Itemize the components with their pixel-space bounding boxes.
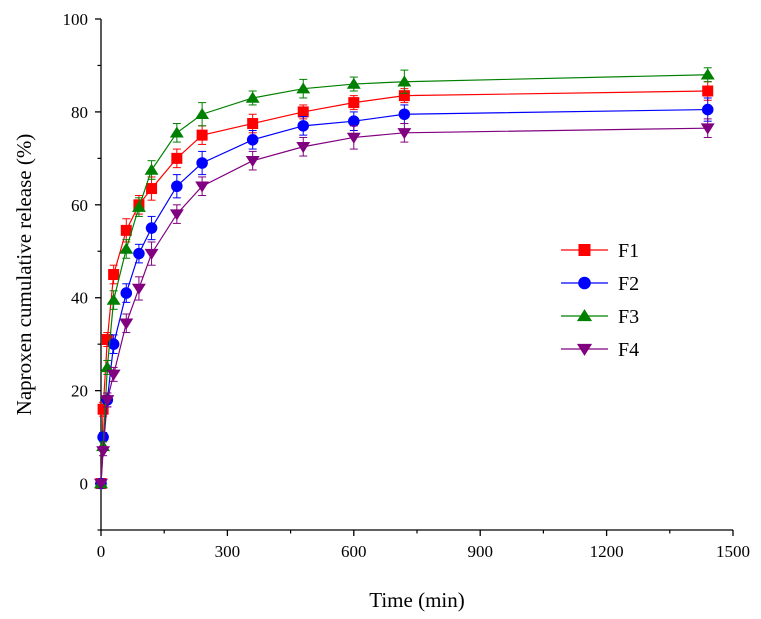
data-point	[131, 283, 146, 295]
y-tick-label: 100	[63, 10, 89, 29]
data-point	[171, 180, 183, 193]
data-point	[246, 134, 259, 146]
data-point	[144, 248, 159, 260]
x-tick-label: 600	[341, 542, 367, 561]
y-tick-label: 80	[71, 103, 88, 122]
series-f2	[95, 97, 714, 490]
series-f4	[94, 118, 715, 490]
data-point	[700, 68, 715, 80]
data-point	[196, 157, 208, 169]
data-point	[171, 152, 183, 164]
series-line	[100, 127, 708, 484]
data-point	[348, 115, 360, 127]
data-point	[700, 123, 715, 135]
data-point	[94, 478, 108, 490]
data-point	[145, 222, 158, 234]
data-point	[245, 91, 260, 103]
data-point	[100, 361, 115, 373]
data-point	[346, 132, 361, 144]
data-point	[702, 85, 714, 97]
data-point	[297, 106, 309, 118]
data-point	[398, 108, 411, 121]
data-point	[119, 318, 134, 330]
data-point	[195, 181, 210, 193]
x-tick-label: 900	[467, 542, 493, 561]
series-f3	[94, 67, 715, 489]
data-point	[146, 183, 158, 195]
x-tick-label: 1500	[716, 542, 750, 561]
series-line	[100, 74, 708, 484]
data-point	[133, 247, 145, 260]
legend-item-f1: F1	[561, 240, 639, 262]
legend-marker	[576, 309, 593, 322]
data-point	[247, 118, 259, 130]
data-point	[107, 338, 120, 350]
x-tick-label: 0	[97, 542, 106, 561]
legend-label: F3	[618, 306, 639, 328]
data-point	[106, 369, 121, 381]
legend-label: F4	[618, 339, 639, 361]
series-line	[100, 108, 708, 484]
legend-marker	[576, 343, 593, 356]
y-tick-label: 20	[71, 382, 88, 401]
legend: F1 F2 F3 F4	[561, 240, 639, 361]
data-point	[296, 142, 311, 154]
legend-item-f4: F4	[561, 339, 639, 361]
series-line	[100, 90, 708, 484]
data-point	[106, 293, 121, 305]
data-point	[701, 103, 714, 116]
axis-ticks: 0 300 600 900 1200 1500 0 20 40 60 80 100	[63, 10, 751, 561]
data-point	[120, 224, 132, 236]
x-tick-label: 1200	[590, 542, 624, 561]
data-point	[169, 209, 184, 221]
data-point	[100, 395, 115, 407]
data-point	[97, 403, 109, 415]
data-point	[144, 163, 159, 175]
data-point	[101, 334, 113, 346]
legend-label: F2	[618, 273, 639, 295]
data-point	[398, 90, 410, 102]
data-point	[245, 155, 260, 168]
data-point	[119, 242, 134, 254]
data-point	[169, 126, 184, 138]
legend-marker	[578, 276, 591, 290]
data-point	[346, 77, 361, 89]
series-group	[94, 67, 715, 490]
data-point	[96, 446, 111, 458]
data-point	[397, 128, 412, 140]
data-point	[348, 97, 360, 109]
data-point	[108, 269, 120, 280]
x-axis-title: Time (min)	[369, 588, 464, 612]
x-tick-label: 300	[215, 542, 241, 561]
data-point	[120, 287, 133, 299]
legend-item-f2: F2	[561, 273, 639, 295]
data-point	[296, 82, 311, 94]
data-point	[195, 107, 210, 119]
data-point	[397, 75, 412, 87]
legend-marker	[578, 244, 591, 256]
legend-item-f3: F3	[561, 306, 639, 328]
data-point	[297, 120, 310, 132]
data-point	[131, 200, 146, 212]
data-point	[196, 129, 208, 141]
y-tick-label: 0	[80, 475, 89, 494]
legend-label: F1	[618, 240, 639, 262]
y-tick-label: 60	[71, 196, 88, 215]
y-axis-title: Naproxen cumulative release (%)	[12, 134, 36, 416]
y-tick-label: 40	[71, 289, 88, 308]
